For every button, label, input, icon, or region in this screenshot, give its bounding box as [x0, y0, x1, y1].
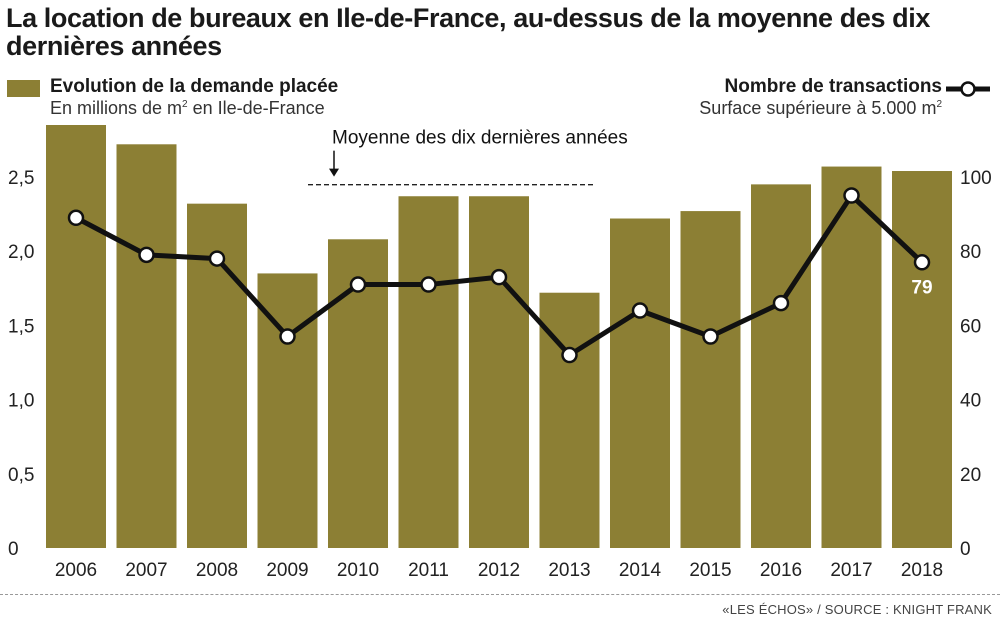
source-credit: «LES ÉCHOS» / SOURCE : KNIGHT FRANK — [722, 602, 992, 617]
bar-2006 — [46, 125, 106, 548]
bar-2007 — [116, 144, 177, 548]
transactions-point-2011 — [420, 276, 437, 293]
transactions-point-2018 — [913, 254, 931, 271]
x-tick-2007: 2007 — [125, 560, 167, 581]
transactions-point-2008 — [208, 250, 226, 267]
legend-bar-label: Evolution de la demande placée — [50, 76, 339, 97]
y-left-tick: 2,5 — [8, 168, 34, 189]
transactions-point-2012 — [490, 268, 508, 286]
y-right-tick: 20 — [960, 465, 981, 486]
x-tick-2016: 2016 — [760, 560, 802, 581]
average-arrow-head — [329, 168, 339, 177]
chart-title: La location de bureaux en Ile-de-France,… — [6, 3, 930, 61]
legend-line-unit-sup: 2 — [936, 99, 942, 110]
transactions-point-2015 — [702, 328, 719, 345]
legend-bar-unit-suffix: en Ile-de-France — [187, 98, 325, 118]
transactions-point-2013 — [561, 346, 578, 364]
y-right-tick: 80 — [960, 242, 981, 263]
x-tick-2013: 2013 — [548, 560, 590, 581]
bar-2012 — [469, 196, 529, 548]
x-tick-2015: 2015 — [689, 560, 731, 581]
x-tick-2014: 2014 — [619, 560, 662, 581]
legend-bar-swatch — [7, 80, 40, 97]
transactions-point-2006 — [67, 209, 85, 227]
annotation-2018: 79 — [911, 277, 932, 298]
legend-bar-unit-prefix: En millions de m — [50, 98, 183, 118]
y-left-tick: 0,5 — [8, 465, 34, 486]
legend-line-unit-prefix: Surface supérieure à 5.000 m — [699, 98, 937, 118]
x-tick-2009: 2009 — [266, 560, 308, 581]
legend-line: Nombre de transactions Surface supérieur… — [570, 76, 990, 126]
y-left-tick: 1,5 — [8, 316, 34, 337]
x-tick-2008: 2008 — [196, 560, 238, 581]
transactions-point-2017 — [843, 187, 860, 204]
y-right-tick: 40 — [960, 391, 981, 412]
y-left-tick: 0 — [8, 539, 19, 560]
legend-bar-unit: En millions de m2 en Ile-de-France — [50, 98, 325, 119]
footer-divider — [0, 594, 1000, 595]
y-right-tick: 60 — [960, 316, 981, 337]
legend-line-marker — [946, 81, 990, 97]
legend-line-label: Nombre de transactions — [724, 76, 943, 97]
x-tick-2017: 2017 — [830, 560, 872, 581]
transactions-point-2010 — [349, 276, 367, 293]
transactions-point-2007 — [138, 246, 155, 264]
y-right-tick: 100 — [960, 168, 992, 189]
y-left-tick: 1,0 — [8, 391, 34, 412]
transactions-point-2016 — [772, 294, 790, 312]
bar-2018 — [892, 171, 952, 548]
legend-line-unit: Surface supérieure à 5.000 m2 — [699, 98, 942, 119]
transactions-point-2009 — [279, 328, 296, 345]
x-tick-2011: 2011 — [408, 560, 449, 581]
x-tick-2010: 2010 — [337, 560, 379, 581]
x-tick-2018: 2018 — [901, 560, 943, 581]
bar-2015 — [680, 211, 741, 548]
bar-2014 — [610, 218, 670, 549]
bar-2016 — [751, 184, 811, 549]
bar-2011 — [398, 196, 459, 548]
y-left-tick: 2,0 — [8, 242, 34, 263]
transactions-point-2014 — [631, 302, 649, 319]
x-tick-2006: 2006 — [55, 560, 97, 581]
legend-bar-unit-sup: 2 — [182, 99, 188, 110]
x-tick-2012: 2012 — [478, 560, 520, 581]
average-reference-label: Moyenne des dix dernières années — [332, 128, 628, 149]
y-right-tick: 0 — [960, 539, 971, 560]
